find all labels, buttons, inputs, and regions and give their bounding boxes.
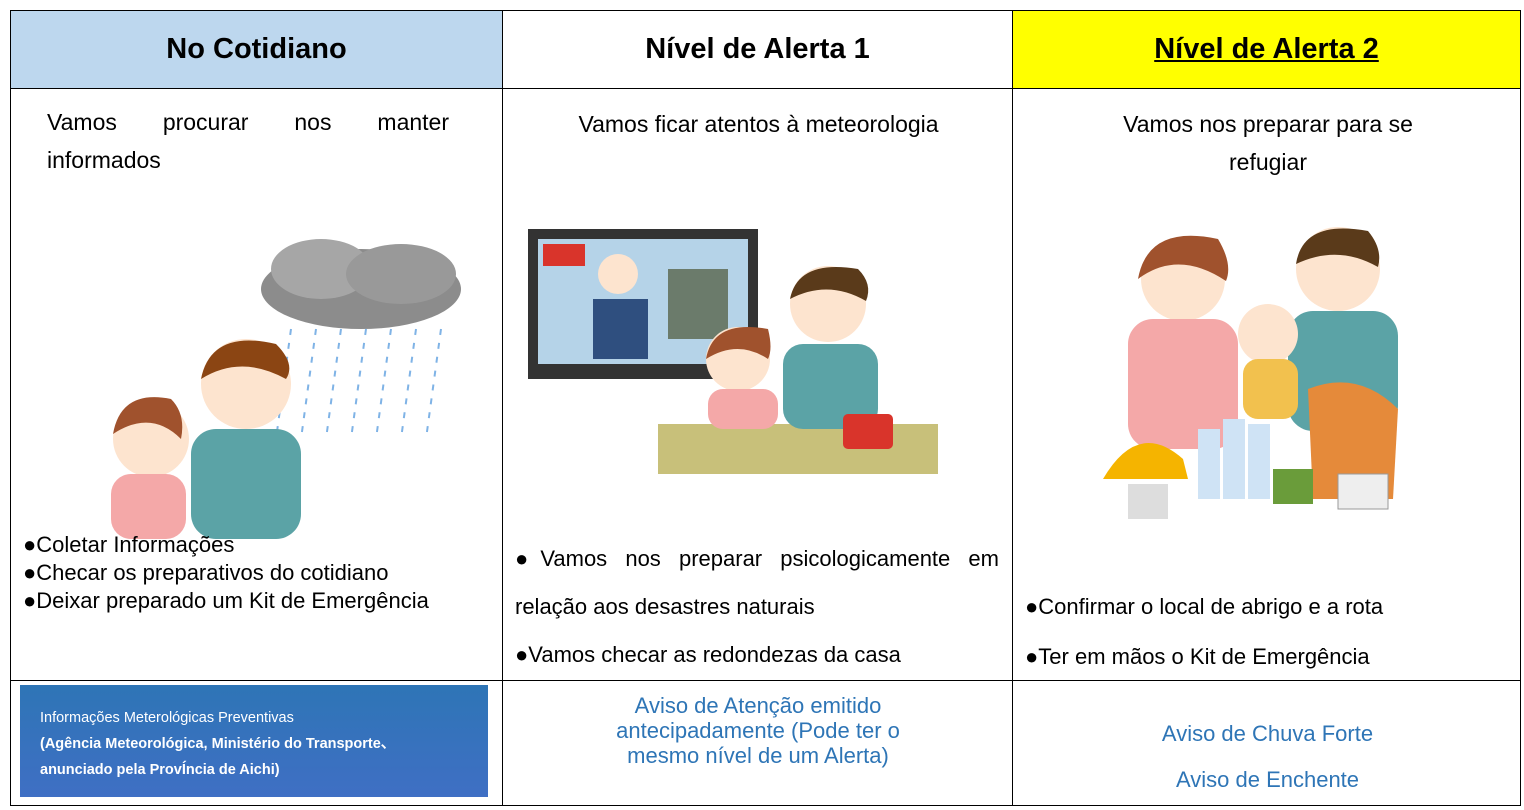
info-box: Informações Meterológicas Preventivas (A… [20,685,488,797]
footer-line: Aviso de Atenção emitido antecipadamente… [616,693,900,768]
footer-line: Informações Meterológicas Preventivas [40,710,294,726]
bullet: ●Confirmar o local de abrigo e a rota [1025,594,1384,619]
header: No Cotidiano [166,33,347,65]
bullet: ●Vamos nos preparar psicologicamente em … [515,546,999,619]
bullet: ●Vamos checar as redondezas da casa [515,642,901,667]
subtitle: Vamos ficar atentos à meteorologia [578,111,939,137]
bullet: ●Checar os preparativos do cotidiano [23,560,389,585]
bullet: ●Ter em mãos o Kit de Emergência [1025,644,1370,669]
header: Nível de Alerta 2 [1154,33,1379,65]
footer-cell: Aviso de Chuva Forte Aviso de Enchente [1012,680,1521,806]
subtitle: Vamos nos preparar para se refugiar [1123,111,1413,175]
illustration [1103,227,1398,519]
body-cell: Vamos procurar nos manter informados ●Co… [10,88,503,681]
footer-cell: Aviso de Atenção emitido antecipadamente… [502,680,1013,806]
header-cell: Nível de Alerta 1 [502,10,1013,89]
footer-line: Aviso de Enchente [1175,767,1360,792]
footer-cell: Informações Meterológicas Preventivas (A… [10,680,503,806]
header: Nível de Alerta 1 [645,33,870,65]
illustration [111,239,461,539]
body-cell: Vamos nos preparar para se refugiar ●Con… [1012,88,1521,681]
bullet-list: ●Confirmar o local de abrigo e a rota ●T… [1025,582,1515,680]
bullet-list: ●Vamos nos preparar psicologicamente em … [515,535,999,679]
subtitle: Vamos procurar nos manter informados [47,109,449,173]
body-cell: Vamos ficar atentos à meteorologia ●Vamo… [502,88,1013,681]
footer-list: Aviso de Chuva Forte Aviso de Enchente [1013,711,1520,803]
bullet: ●Coletar Informações [23,532,235,557]
header-cell: Nível de Alerta 2 [1012,10,1521,89]
header-cell: No Cotidiano [10,10,503,89]
illustration [528,229,938,474]
bullet-list: ●Coletar Informações ●Checar os preparat… [23,531,485,615]
bullet: ●Deixar preparado um Kit de Emergência [23,588,429,613]
footer-line: anunciado pela ProvÍncia de Aichi) [40,762,280,778]
footer-line: Aviso de Chuva Forte [1161,721,1374,746]
footer-line: (Agência Meteorológica, Ministério do Tr… [40,736,396,752]
